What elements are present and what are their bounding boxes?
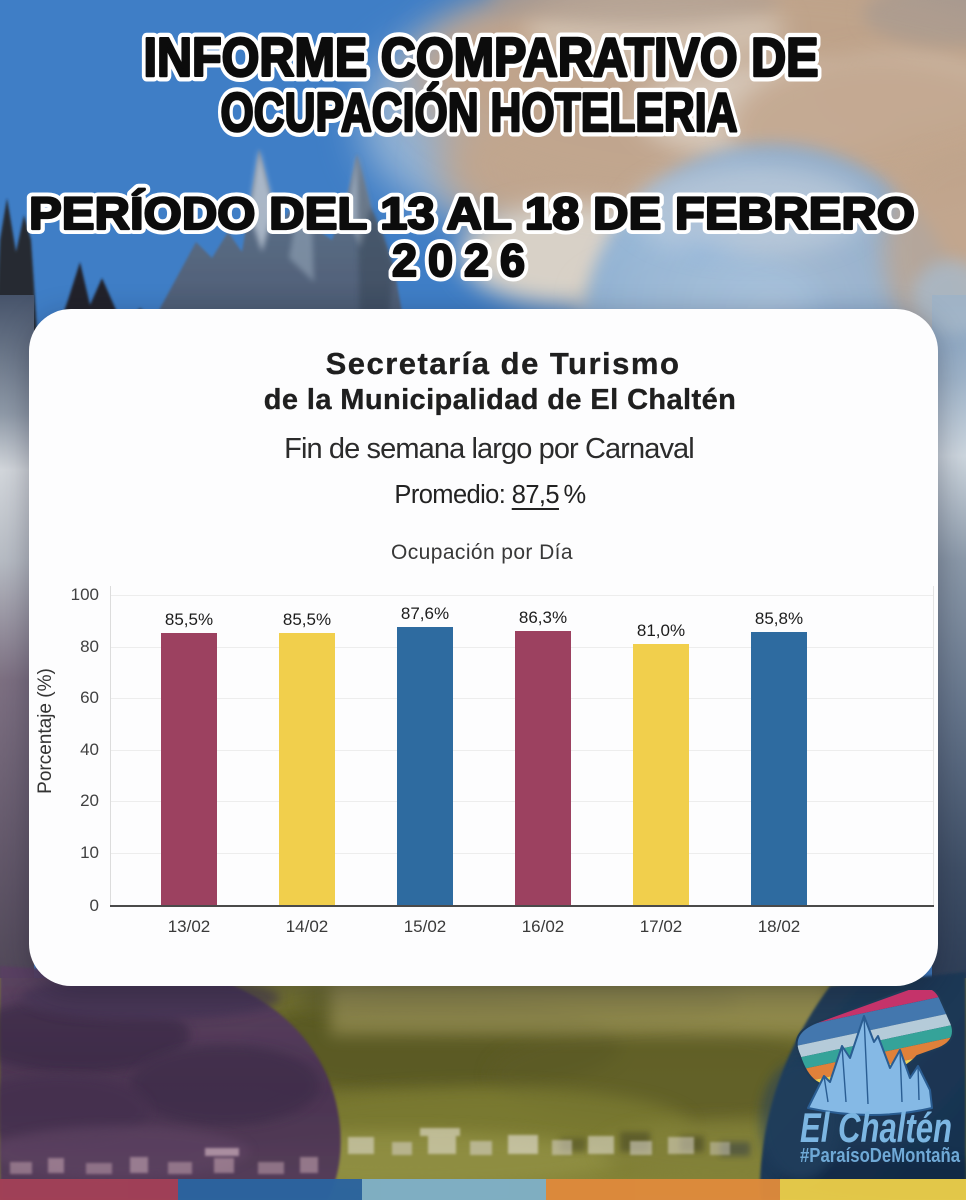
svg-text:PERÍODO DEL 13 AL 18 DE FEBRER: PERÍODO DEL 13 AL 18 DE FEBRERO <box>29 188 915 239</box>
svg-text:PERÍODO DEL 13 AL 18 DE FEBRER: PERÍODO DEL 13 AL 18 DE FEBRERO <box>29 188 915 239</box>
svg-text:2026: 2026 <box>392 235 536 286</box>
svg-text:2026: 2026 <box>392 235 536 286</box>
svg-text:OCUPACIÓN HOTELERIA: OCUPACIÓN HOTELERIA <box>221 81 738 143</box>
svg-text:OCUPACIÓN HOTELERIA: OCUPACIÓN HOTELERIA <box>221 81 738 143</box>
svg-text:#ParaísoDeMontaña: #ParaísoDeMontaña <box>800 1145 961 1167</box>
svg-text:El Chaltén: El Chaltén <box>800 1104 952 1151</box>
svg-text:INFORME COMPARATIVO DE: INFORME COMPARATIVO DE <box>144 26 819 88</box>
svg-text:INFORME COMPARATIVO DE: INFORME COMPARATIVO DE <box>144 26 819 88</box>
